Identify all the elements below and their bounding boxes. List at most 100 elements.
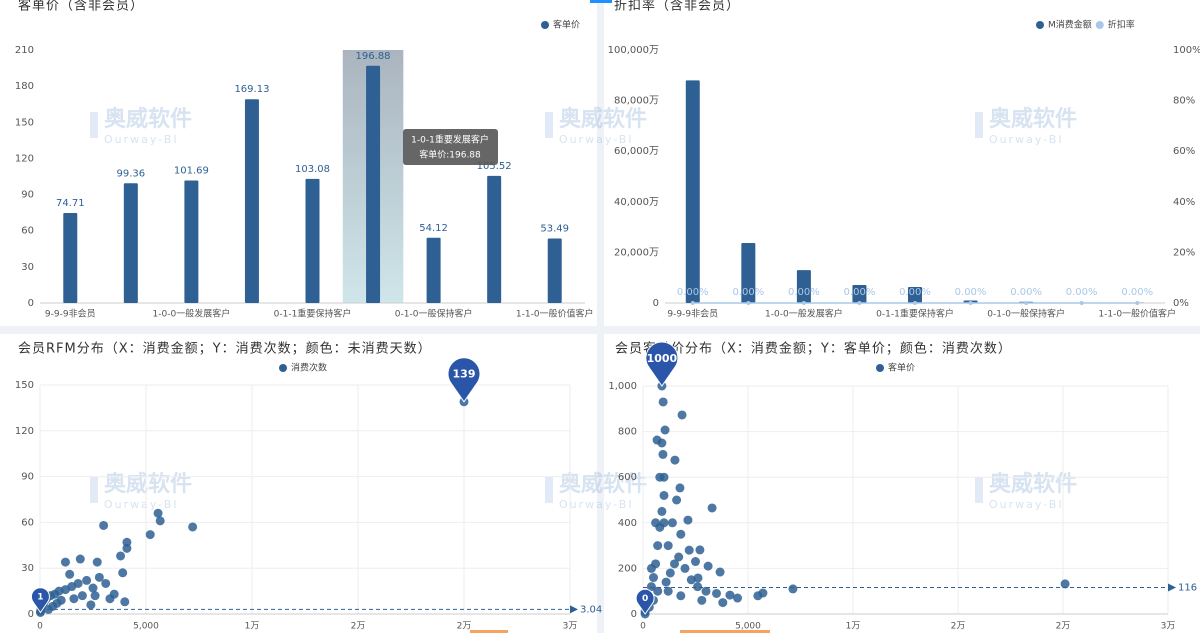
value-label: 103.08 — [295, 164, 330, 175]
y-tick-label: 30 — [21, 262, 34, 273]
x-tick-label: 2万 — [951, 622, 966, 632]
point — [646, 563, 656, 573]
point — [646, 582, 656, 592]
value-label: 0.00% — [955, 287, 987, 298]
bar — [685, 80, 700, 303]
point — [670, 455, 680, 465]
pin — [447, 357, 481, 403]
point — [703, 561, 713, 571]
watermark: Ourway-BI — [989, 133, 1064, 146]
watermark: 奥威软件 — [559, 106, 647, 132]
bar — [123, 183, 138, 303]
y-tick-label: 200 — [618, 563, 637, 574]
y-tick-label: 60 — [21, 517, 34, 528]
average-label: 116 — [1178, 583, 1197, 594]
line-point — [913, 301, 917, 305]
legend-label: 客单价 — [888, 362, 915, 374]
average-label: 3.04 — [580, 604, 602, 615]
x-tick-label: 3万 — [1161, 622, 1176, 632]
point — [77, 591, 87, 601]
x-tick-label: 1万 — [846, 622, 861, 632]
x-tick-label: 0 — [640, 622, 646, 632]
value-label: 0.00% — [844, 287, 876, 298]
bar — [184, 180, 199, 303]
watermark: Ourway-BI — [989, 498, 1064, 511]
pin-label: 139 — [453, 368, 476, 381]
y-tick-label: 30 — [21, 563, 34, 574]
watermark-icon — [975, 112, 983, 138]
point — [715, 567, 725, 577]
y2-tick-label: 40% — [1173, 197, 1195, 208]
point — [695, 545, 705, 555]
watermark-icon — [545, 112, 553, 138]
x-tick-label: 2万 — [1056, 622, 1071, 632]
x-tick-label: 1-1-0一般价值客户 — [1098, 308, 1176, 320]
point — [676, 591, 686, 601]
y-tick-label: 20,000万 — [614, 247, 659, 258]
point — [655, 472, 665, 482]
point — [675, 483, 685, 493]
legend-label: 折扣率 — [1108, 19, 1135, 31]
watermark: 奥威软件 — [104, 106, 192, 132]
legend-label: 客单价 — [553, 19, 580, 31]
average-arrow — [1168, 583, 1176, 592]
watermark-icon — [975, 477, 983, 503]
value-label: 0.00% — [732, 287, 764, 298]
chart-title: 客单价（含非会员） — [18, 0, 144, 14]
y-tick-label: 210 — [15, 45, 34, 56]
panel — [604, 0, 1200, 326]
y2-tick-label: 60% — [1173, 146, 1195, 157]
point — [653, 586, 663, 596]
y-tick-label: 120 — [15, 153, 34, 164]
scroll-indicator — [680, 630, 770, 633]
value-label: 0.00% — [788, 287, 820, 298]
point — [651, 518, 661, 528]
x-tick-label: 5,000 — [133, 622, 159, 632]
scroll-indicator — [470, 630, 508, 633]
point — [697, 595, 707, 605]
line-point — [746, 301, 751, 305]
value-label: 105.52 — [477, 161, 512, 172]
point — [672, 495, 682, 505]
panel — [0, 334, 597, 633]
legend-dot — [541, 21, 549, 29]
x-tick-label: 0-1-1重要保持客户 — [876, 308, 954, 320]
value-label: 99.36 — [117, 168, 146, 179]
point — [90, 591, 100, 601]
point — [661, 577, 671, 587]
point — [145, 530, 155, 540]
point — [105, 594, 115, 604]
bar — [63, 212, 78, 303]
point — [92, 557, 102, 567]
point — [659, 518, 669, 528]
y-tick-label: 600 — [618, 472, 637, 483]
chart-title: 会员RFM分布（X：消费金额；Y：消费次数；颜色：未消费天数） — [18, 341, 432, 357]
y-tick-label: 1,000 — [608, 381, 637, 392]
point — [99, 520, 109, 530]
legend-label: 消费次数 — [291, 362, 327, 374]
y-tick-label: 150 — [15, 117, 34, 128]
x-tick-label: 2万 — [351, 622, 366, 632]
y-tick-label: 0 — [28, 609, 34, 620]
point — [725, 590, 735, 600]
value-label: 74.71 — [56, 198, 85, 209]
point — [86, 600, 96, 610]
point — [657, 506, 667, 516]
point — [88, 583, 98, 593]
point — [676, 529, 686, 539]
point — [120, 597, 130, 607]
legend-dot — [1036, 21, 1044, 29]
x-tick-label: 0-1-0一般保持客户 — [395, 308, 473, 320]
point — [677, 410, 687, 420]
value-label: 0.00% — [1066, 287, 1098, 298]
value-label: 54.12 — [419, 223, 448, 234]
point — [683, 515, 693, 525]
point — [670, 559, 679, 569]
x-tick-label: 3万 — [563, 622, 578, 632]
chart-title: 会员客单价分布（X：消费金额；Y：客单价；颜色：消费次数） — [615, 341, 1012, 357]
x-tick-label: 9-9-9非会员 — [667, 308, 718, 320]
point — [712, 588, 721, 598]
y-tick-label: 40,000万 — [614, 197, 659, 208]
x-tick-label: 9-9-9非会员 — [45, 308, 96, 320]
